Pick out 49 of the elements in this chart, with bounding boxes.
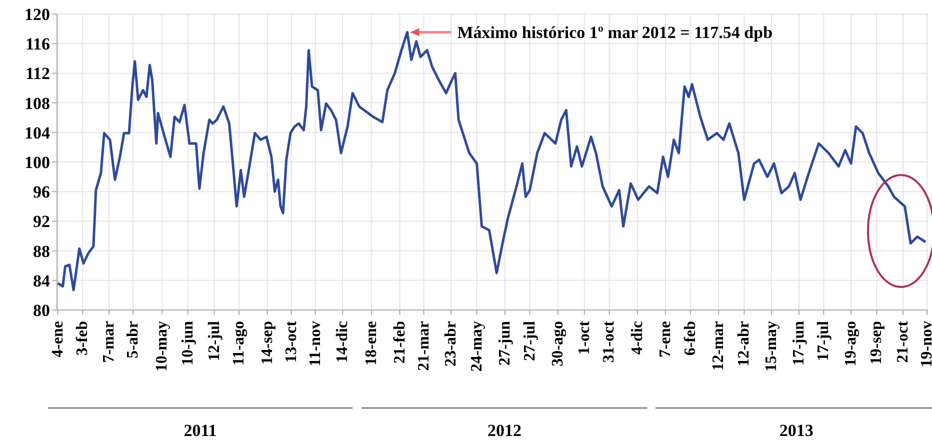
y-tick-label: 108	[24, 94, 50, 113]
x-tick-label: 10-jun	[179, 320, 196, 366]
x-tick-label: 19-ago	[842, 321, 860, 366]
x-tick-label: 17-jul	[815, 320, 832, 361]
x-tick-label: 15-may	[763, 321, 780, 372]
y-tick-label: 80	[33, 301, 50, 320]
x-tick-label: 11-nov	[306, 321, 324, 366]
x-tick-label: 3-feb	[74, 320, 92, 356]
annotation: Máximo histórico 1º mar 2012 = 117.54 dpb	[457, 23, 773, 42]
x-tick-label: 14-dic	[334, 321, 352, 363]
x-tick-label: 23-abr	[442, 321, 460, 366]
y-tick-label: 88	[33, 242, 50, 261]
y-tick-label: 112	[25, 64, 50, 84]
x-tick-label: 19-nov	[918, 321, 932, 368]
x-tick-label: 4-ene	[49, 321, 66, 358]
x-tick-label: 7-mar	[100, 321, 118, 363]
x-tick-label: 14-sep	[258, 320, 276, 365]
x-tick-label: 4-dic	[628, 321, 646, 355]
x-tick-label: 21-feb	[391, 320, 408, 364]
x-tick-label: 10-may	[154, 321, 171, 372]
y-tick-label: 96	[33, 182, 50, 202]
x-tick-label: 7-ene	[657, 321, 674, 358]
x-tick-label: 24-may	[468, 321, 486, 372]
y-tick-label: 104	[24, 123, 50, 142]
x-tick-label: 21-oct	[894, 320, 912, 363]
y-tick-label: 116	[25, 34, 50, 54]
text: 2012	[488, 421, 522, 440]
y-tick-label: 92	[33, 212, 50, 232]
y-tick-label: 84	[33, 271, 50, 290]
text: 2011	[184, 421, 217, 440]
x-tick-label: 12-abr	[736, 321, 753, 366]
x-tick-label: 17-jun	[790, 320, 808, 366]
x-tick-label: 30-ago	[549, 321, 566, 366]
text: 2013	[779, 421, 814, 440]
x-tick-label: 31-oct	[600, 320, 618, 363]
x-tick-label: 27-jul	[521, 320, 538, 361]
y-tick-label: 100	[24, 153, 50, 172]
x-tick-label: 5-abr	[124, 321, 142, 358]
x-tick-label: 13-oct	[282, 320, 300, 363]
x-tick-label: 6-feb	[682, 320, 699, 356]
x-tick-label: 18-ene	[363, 321, 380, 366]
x-tick-label: 11-ago	[230, 321, 248, 366]
x-tick-label: 19-sep	[868, 320, 886, 365]
x-tick-label: 21-mar	[415, 321, 432, 371]
y-tick-label: 120	[24, 5, 50, 24]
x-tick-label: 12-mar	[710, 321, 728, 371]
x-tick-label: 27-jun	[496, 320, 514, 366]
x-tick-label: 12-jul	[206, 320, 223, 361]
x-tick-label: 1-oct	[576, 320, 593, 355]
